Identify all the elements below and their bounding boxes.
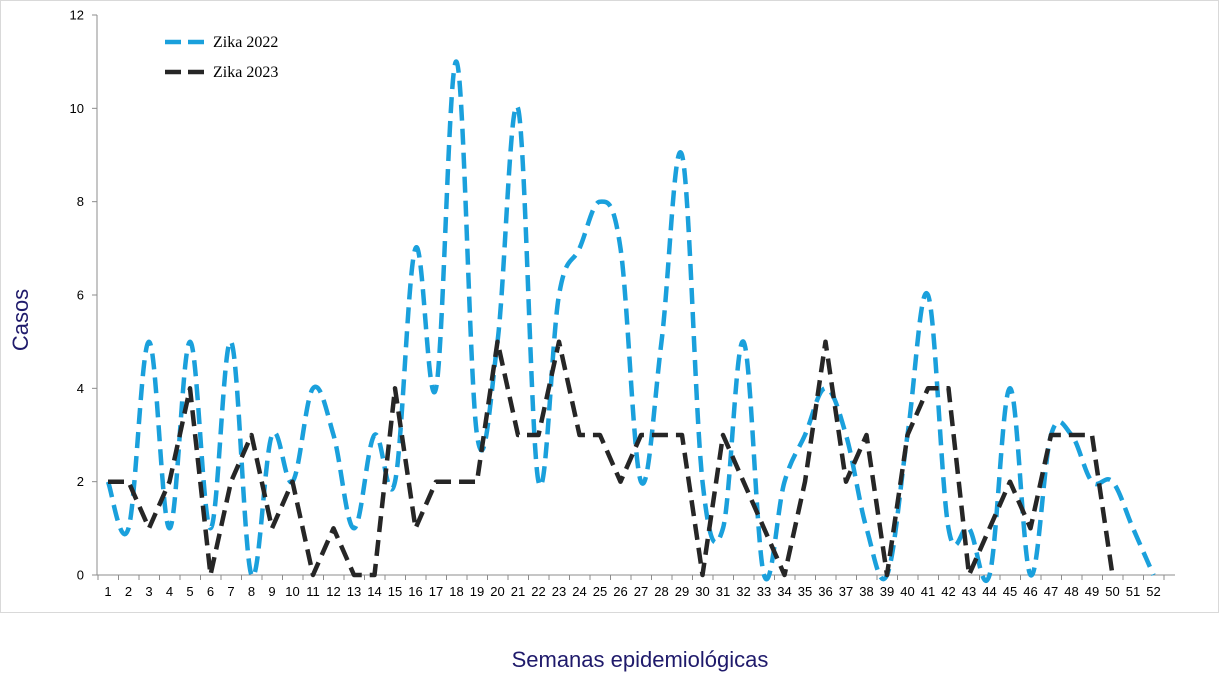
x-tick-label: 2: [125, 584, 132, 599]
y-tick-label: 8: [77, 194, 84, 209]
x-tick-label: 22: [531, 584, 545, 599]
axes: [92, 14, 1175, 580]
x-tick-label: 14: [367, 584, 381, 599]
x-tick-label: 37: [839, 584, 853, 599]
legend: Zika 2022 Zika 2023: [165, 34, 278, 81]
x-tick-label: 9: [268, 584, 275, 599]
x-tick-label: 6: [207, 584, 214, 599]
x-tick-label: 23: [552, 584, 566, 599]
series-line-zika-2023: [108, 339, 1115, 578]
x-tick-label: 25: [593, 584, 607, 599]
x-tick-label: 21: [511, 584, 525, 599]
x-tick-label: 44: [982, 584, 996, 599]
x-tick-label: 48: [1064, 584, 1078, 599]
x-tick-label: 18: [449, 584, 463, 599]
x-tick-label: 24: [572, 584, 586, 599]
x-tick-label: 16: [408, 584, 422, 599]
x-tick-label: 38: [859, 584, 873, 599]
legend-label-zika-2023: Zika 2023: [213, 64, 278, 81]
plot-frame: [0, 0, 1219, 613]
x-tick-label: 12: [326, 584, 340, 599]
x-tick-label: 26: [613, 584, 627, 599]
y-tick-label: 2: [77, 474, 84, 489]
x-tick-label: 17: [429, 584, 443, 599]
y-tick-label: 10: [70, 101, 84, 116]
y-tick-label: 0: [77, 568, 84, 583]
x-tick-label: 52: [1146, 584, 1160, 599]
x-tick-label: 41: [921, 584, 935, 599]
x-tick-label: 7: [227, 584, 234, 599]
y-tick-label: 12: [70, 8, 84, 23]
x-tick-label: 34: [777, 584, 791, 599]
y-tick-labels: 0 2 4 6 8 10 12: [70, 8, 84, 583]
x-tick-label: 46: [1023, 584, 1037, 599]
x-tick-label: 8: [248, 584, 255, 599]
x-tick-label: 15: [388, 584, 402, 599]
x-tick-label: 31: [716, 584, 730, 599]
x-tick-label: 1: [104, 584, 111, 599]
x-tick-label: 27: [634, 584, 648, 599]
x-tick-label: 40: [900, 584, 914, 599]
x-tick-labels: 1 2 3 4 5 6 7 8 9 10 11 12 13 14 15 16 17 18 19 20 21 22 23 24 2…: [104, 584, 1160, 599]
x-tick-label: 19: [470, 584, 484, 599]
y-tick-label: 6: [77, 288, 84, 303]
x-tick-label: 39: [880, 584, 894, 599]
series-line-zika-2022: [105, 59, 1156, 584]
series-lines: [105, 59, 1156, 584]
x-tick-label: 51: [1126, 584, 1140, 599]
x-tick-label: 47: [1044, 584, 1058, 599]
x-tick-label: 33: [757, 584, 771, 599]
x-tick-label: 32: [736, 584, 750, 599]
x-tick-label: 43: [962, 584, 976, 599]
y-tick-label: 4: [77, 381, 84, 396]
x-tick-label: 42: [941, 584, 955, 599]
x-tick-label: 13: [347, 584, 361, 599]
x-axis-title: Semanas epidemiológicas: [512, 647, 769, 672]
x-tick-label: 3: [145, 584, 152, 599]
x-tick-label: 28: [654, 584, 668, 599]
x-tick-label: 36: [818, 584, 832, 599]
x-tick-label: 5: [186, 584, 193, 599]
x-tick-label: 35: [798, 584, 812, 599]
x-tick-label: 50: [1105, 584, 1119, 599]
legend-label-zika-2022: Zika 2022: [213, 34, 278, 51]
x-tick-label: 10: [285, 584, 299, 599]
y-axis-title: Casos: [8, 289, 33, 351]
x-tick-label: 4: [166, 584, 173, 599]
x-tick-label: 45: [1003, 584, 1017, 599]
x-tick-label: 20: [490, 584, 504, 599]
x-tick-label: 30: [695, 584, 709, 599]
x-tick-label: 11: [306, 584, 320, 599]
x-tick-label: 29: [675, 584, 689, 599]
x-tick-label: 49: [1085, 584, 1099, 599]
